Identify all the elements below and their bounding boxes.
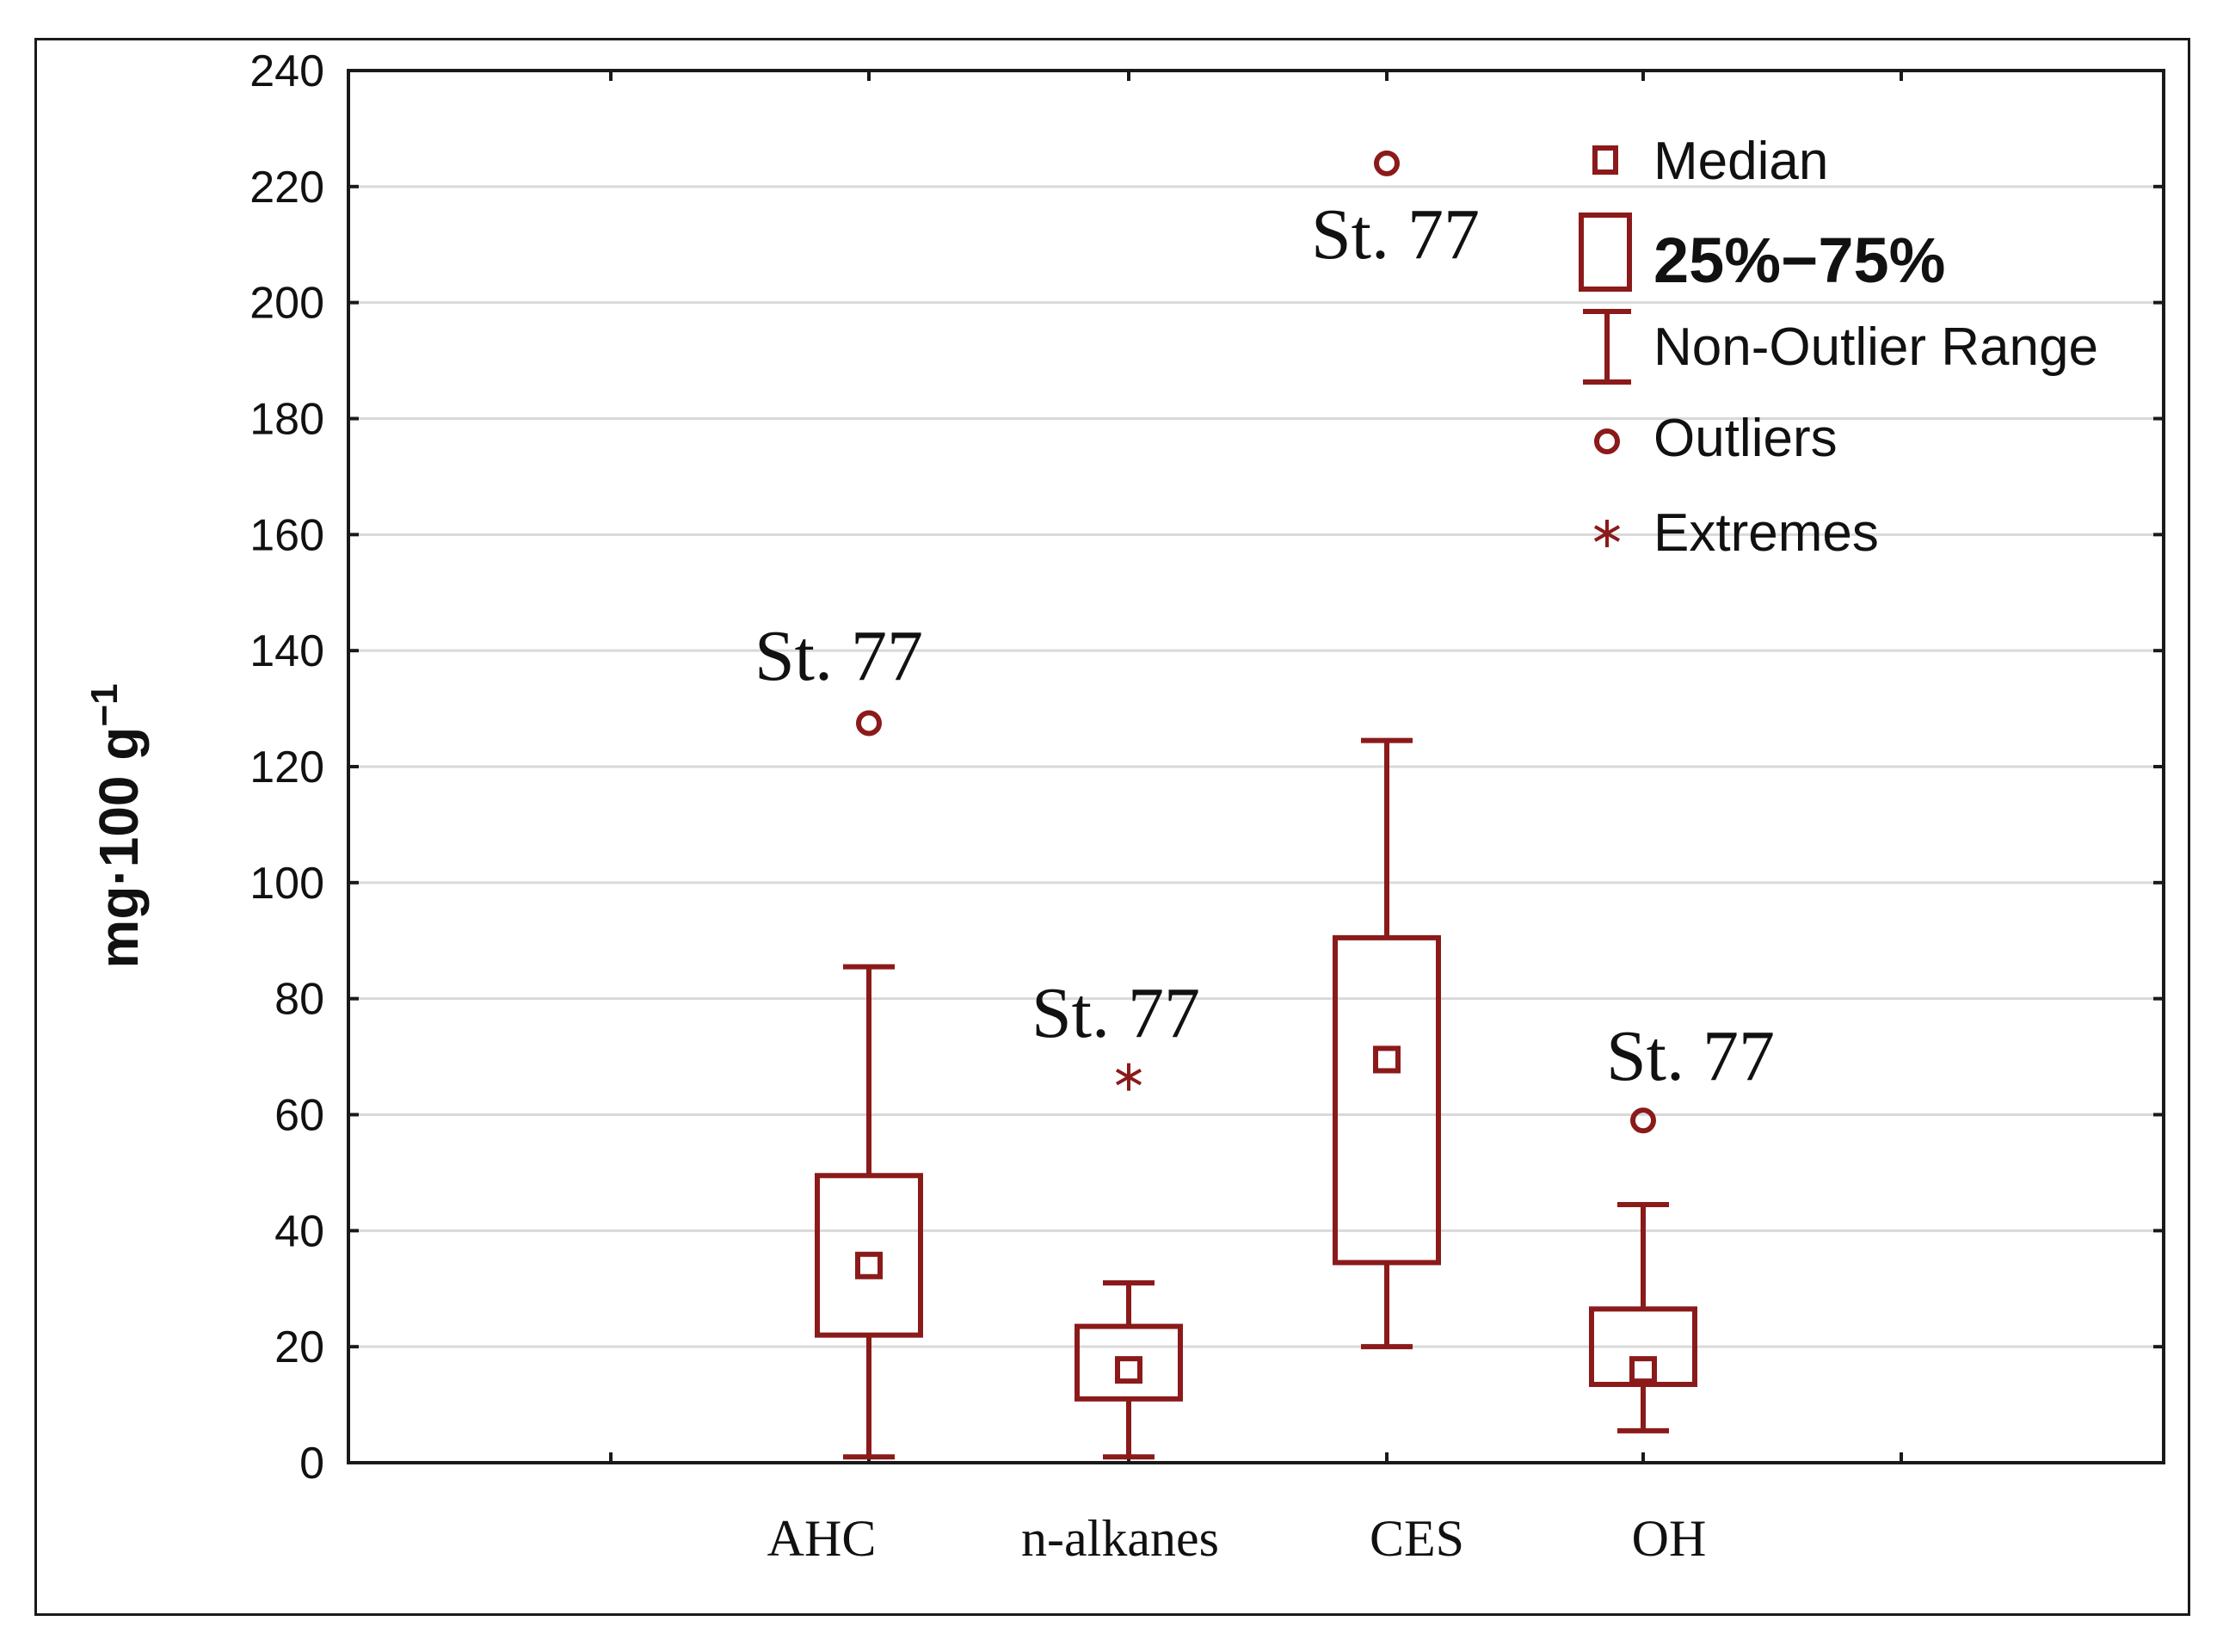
y-tick-label: 160 [249, 510, 324, 560]
y-tick-label: 240 [249, 46, 324, 96]
box-OH [1589, 1201, 1697, 1433]
x-tick-label: AHC [767, 1510, 877, 1567]
outlier-point [1374, 150, 1400, 176]
extreme-point [1116, 1063, 1142, 1091]
outlier-annotation: St. 77 [1031, 973, 1200, 1053]
median-marker [1629, 1356, 1657, 1384]
y-tick-label: 180 [249, 395, 324, 445]
legend: Median 25%−75% Non-Outlier Range Outlier… [1579, 132, 2098, 563]
y-tick-label: 80 [274, 975, 324, 1025]
y-tick-label: 0 [299, 1439, 324, 1489]
legend-median-label: Median [1653, 132, 1828, 191]
y-axis-label-superscript: −1 [83, 683, 126, 726]
x-tick-label: OH [1632, 1510, 1707, 1567]
median-marker [855, 1251, 883, 1279]
legend-extremes-label: Extremes [1653, 503, 1879, 563]
iqr-box [1589, 1306, 1697, 1387]
iqr-box [1333, 934, 1441, 1266]
outlier-points: St. 77 St. 77 St. 77 St. 77 [754, 150, 1775, 1134]
y-tick-label: 20 [274, 1322, 324, 1372]
legend-outlier-marker [1594, 428, 1620, 454]
median-marker [1115, 1356, 1142, 1384]
legend-box-marker [1579, 213, 1632, 292]
outlier-annotation: St. 77 [1311, 194, 1480, 274]
outlier-annotation: St. 77 [1606, 1016, 1775, 1096]
y-tick-label: 140 [249, 626, 324, 676]
box-AHC [815, 964, 923, 1460]
legend-extreme-marker [1594, 520, 1620, 547]
legend-box-label: 25%−75% [1653, 225, 1945, 296]
y-tick-label: 220 [249, 163, 324, 213]
x-axis: AHC n-alkanes CES OH [609, 71, 1903, 1567]
median-marker [1373, 1045, 1401, 1074]
y-axis-label: mg·100 g−1 [83, 683, 150, 968]
y-tick-label: 40 [274, 1206, 324, 1256]
x-tick-label: CES [1370, 1510, 1464, 1567]
legend-range-marker [1583, 309, 1631, 385]
box-CES [1333, 737, 1441, 1350]
chart-frame [34, 38, 2190, 1616]
outlier-point [856, 710, 882, 737]
y-tick-label: 200 [249, 279, 324, 329]
legend-median-marker [1592, 145, 1618, 175]
y-tick-label: 100 [249, 859, 324, 909]
outlier-point [1630, 1107, 1656, 1134]
iqr-box [815, 1173, 923, 1338]
y-axis-label-text: mg·100 g [88, 727, 150, 969]
legend-range-label: Non-Outlier Range [1653, 317, 2098, 377]
x-tick-label: n-alkanes [1021, 1510, 1219, 1567]
box-n-alkanes [1075, 1280, 1183, 1460]
y-axis: 0 20 40 60 80 100 120 140 160 180 200 220 240 [249, 46, 2164, 1489]
legend-outliers-label: Outliers [1653, 409, 1838, 468]
iqr-box [1075, 1323, 1183, 1402]
y-tick-label: 120 [249, 743, 324, 792]
grid-lines [348, 185, 2164, 1348]
boxes [815, 737, 1697, 1460]
outlier-annotation: St. 77 [754, 616, 923, 696]
y-tick-label: 60 [274, 1091, 324, 1141]
